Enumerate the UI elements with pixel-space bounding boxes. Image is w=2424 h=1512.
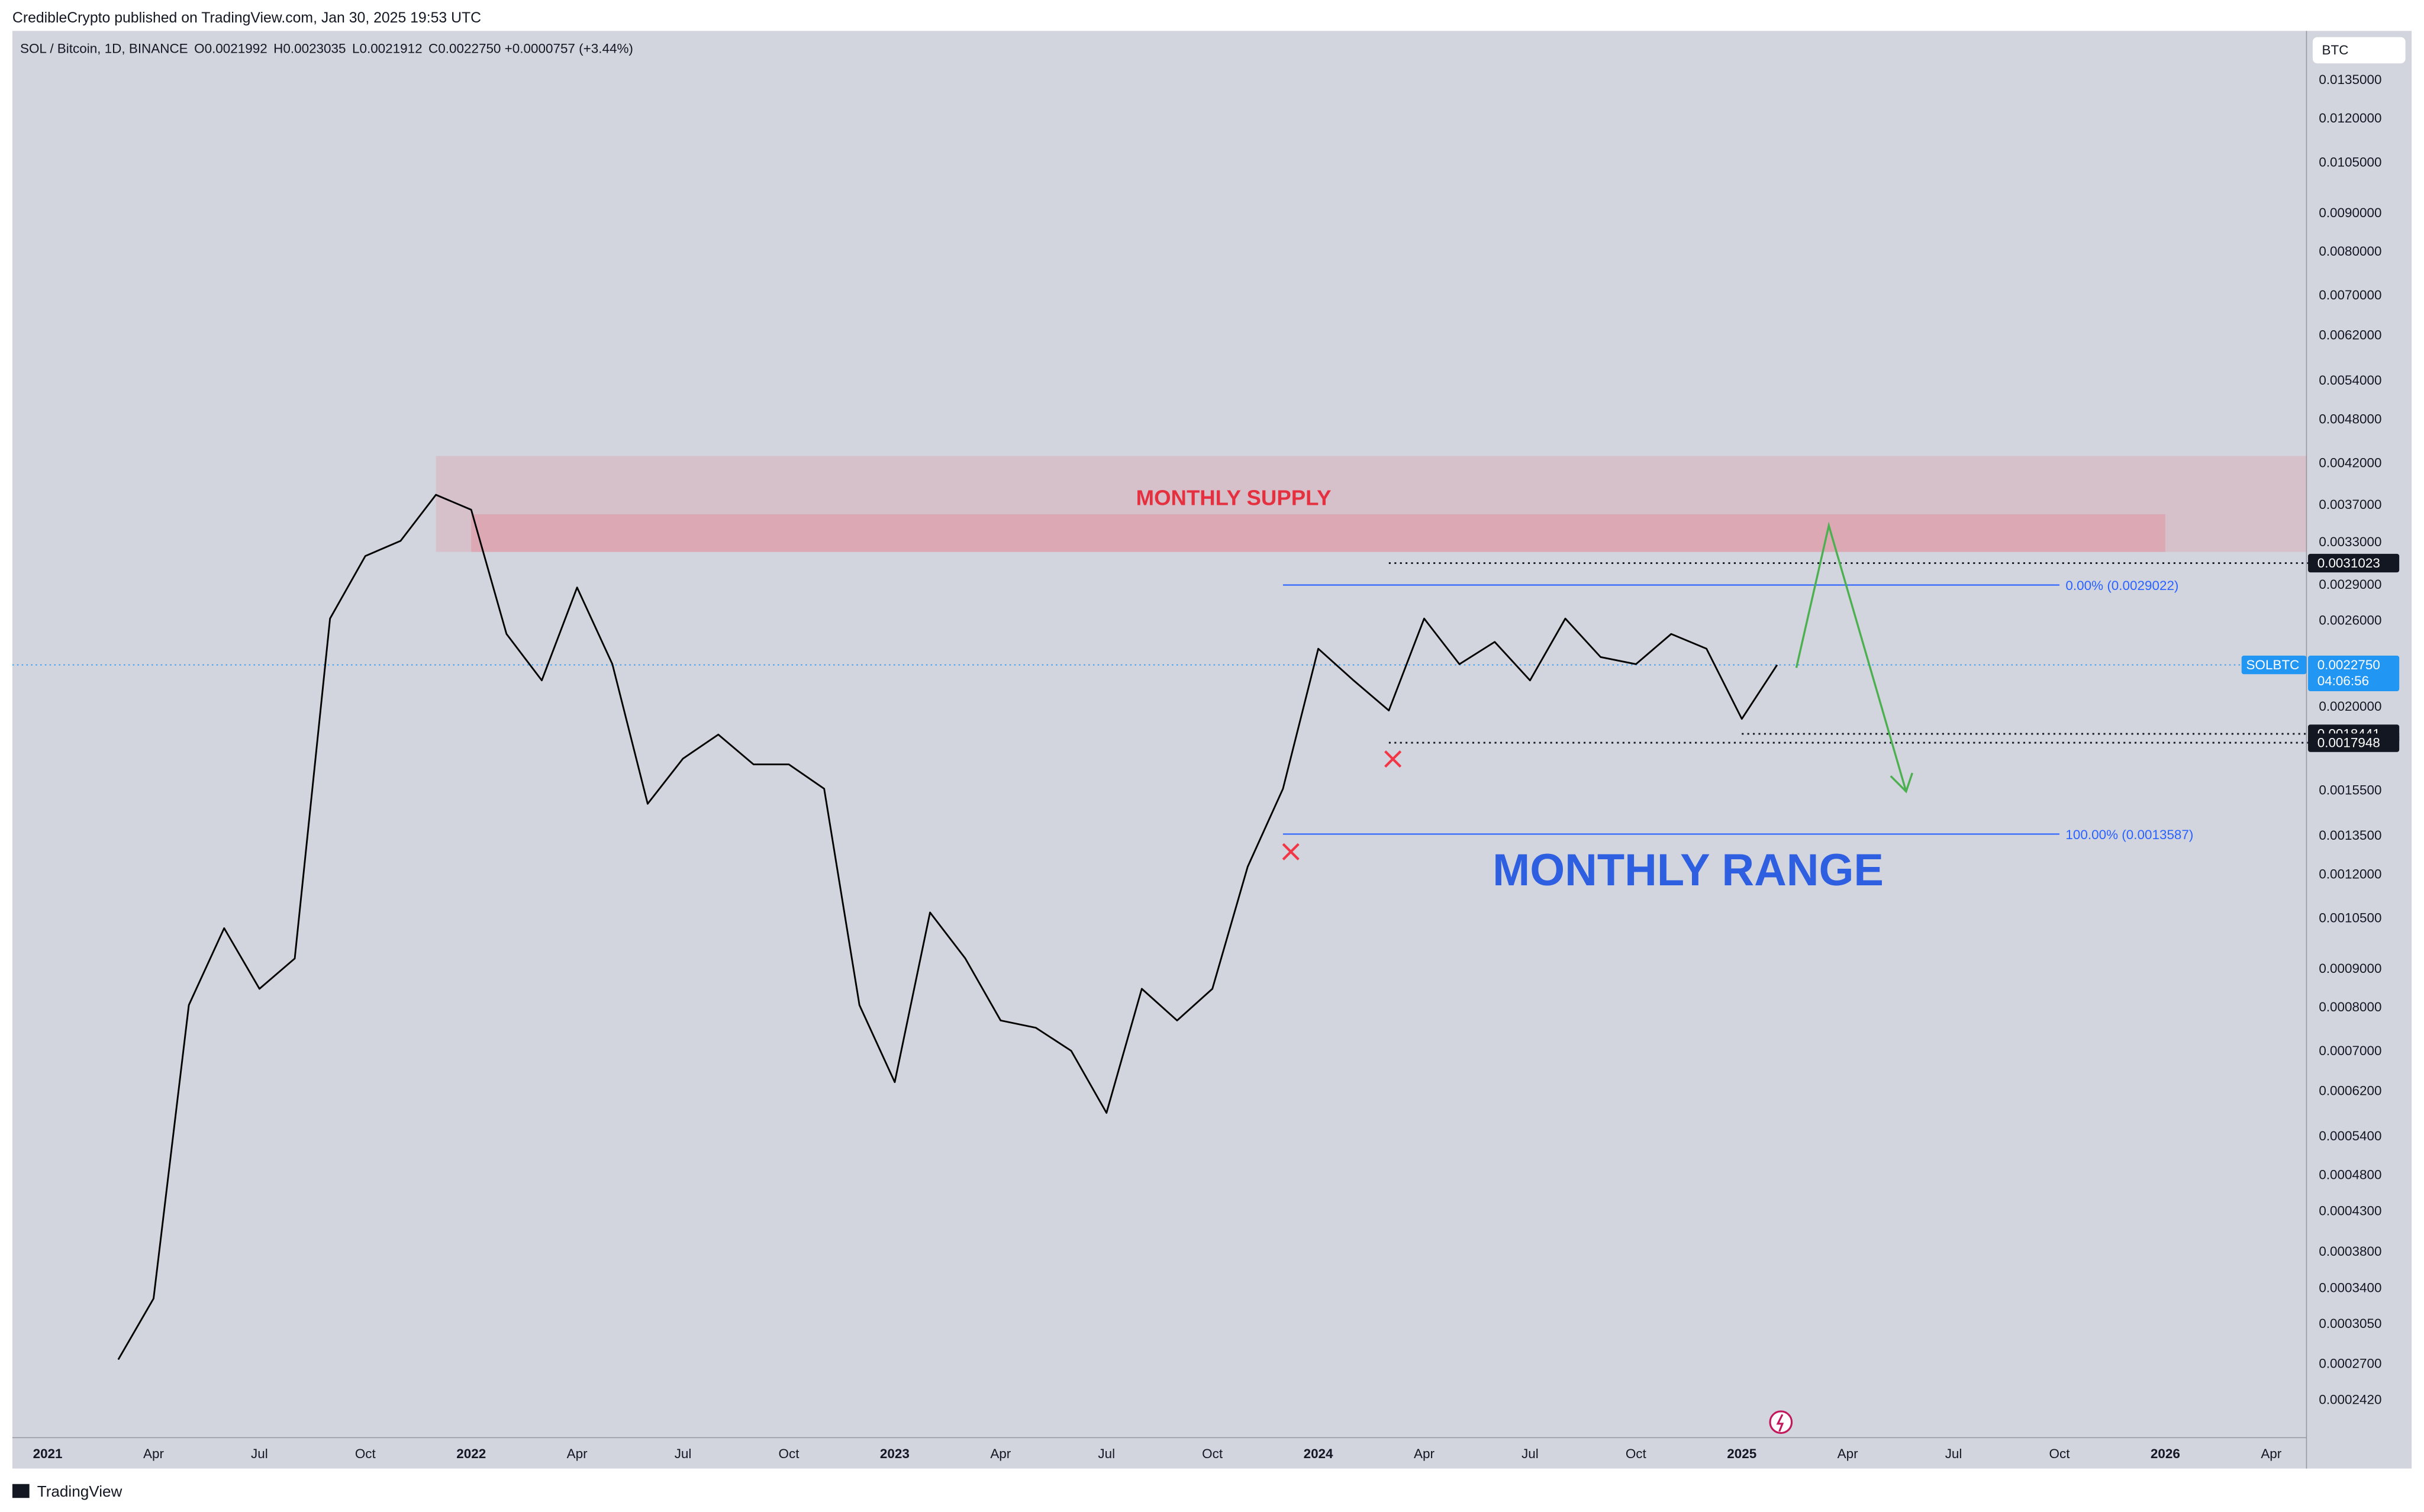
y-tick-label: 0.0033000	[2319, 534, 2381, 549]
series-name-box	[2241, 655, 2307, 675]
change: +0.0000757	[505, 41, 575, 56]
x-tick-label: Apr	[1838, 1446, 1858, 1461]
y-tick-label: 0.0120000	[2319, 111, 2381, 125]
x-tick-label: Apr	[990, 1446, 1011, 1461]
plot-background	[12, 31, 2412, 1469]
fib-label: 0.00% (0.0029022)	[2065, 578, 2178, 593]
projection-path	[1795, 521, 1907, 792]
y-tick-label: 0.0054000	[2319, 373, 2381, 388]
y-tick-label: 0.0135000	[2319, 72, 2381, 87]
ohlc-name: L	[352, 41, 360, 56]
projection-arrow	[1795, 521, 1913, 794]
ohlc-value: 0.0023035	[283, 41, 346, 56]
symbol: SOL / Bitcoin, 1D, BINANCE	[20, 41, 188, 56]
y-tick-label: 0.0002700	[2319, 1356, 2381, 1371]
x-tick-label: 2023	[880, 1446, 910, 1461]
change-pct: (+3.44%)	[579, 41, 633, 56]
x-tick-label: 2025	[1727, 1446, 1756, 1461]
y-tick-label: 0.0013500	[2319, 828, 2381, 843]
event-icon[interactable]	[1769, 1410, 1793, 1434]
y-tick-label: 0.0010500	[2319, 910, 2381, 925]
ohlc-name: H	[273, 41, 283, 56]
brand: TradingView	[37, 1482, 123, 1500]
y-tick-label: 0.0004800	[2319, 1167, 2381, 1182]
ohlc-value: 0.0022750	[438, 41, 501, 56]
y-tick-label: 0.0002420	[2319, 1392, 2381, 1407]
y-tick-label: 0.0090000	[2319, 205, 2381, 220]
y-tick-label: 0.0008000	[2319, 1000, 2381, 1014]
y-tick-label: 0.0042000	[2319, 455, 2381, 470]
brand-logo	[12, 1484, 30, 1498]
x-tick-label: Jul	[251, 1446, 268, 1461]
ohlc-value: 0.0021912	[359, 41, 422, 56]
last-price-box	[2308, 655, 2400, 691]
y-tick-label: 0.0062000	[2319, 327, 2381, 342]
x-tick-label: Apr	[143, 1446, 164, 1461]
x-tick-label: 2022	[456, 1446, 486, 1461]
x-tick-label: Oct	[779, 1446, 800, 1461]
publisher-line: CredibleCrypto published on TradingView.…	[12, 10, 481, 26]
x-tick-label: Jul	[1098, 1446, 1115, 1461]
cross	[1282, 843, 1300, 860]
supply-zone	[471, 514, 2165, 552]
x-tick-label: Jul	[675, 1446, 692, 1461]
level-label-box	[2308, 553, 2400, 573]
last-price-label: 0.0022750	[2317, 657, 2380, 672]
currency-box[interactable]	[2312, 37, 2406, 64]
y-tick-label: 0.0070000	[2319, 288, 2381, 302]
x-tick-label: Apr	[2261, 1446, 2281, 1461]
event-icon-bolt	[1776, 1414, 1784, 1432]
y-tick-label: 0.0006200	[2319, 1083, 2381, 1098]
symbol-line: SOL / Bitcoin, 1D, BINANCE O0.0021992 H0.0…	[20, 41, 633, 56]
x-tick-label: Oct	[355, 1446, 376, 1461]
ohlc-name: O	[194, 41, 204, 56]
countdown: 04:06:56	[2317, 673, 2369, 688]
y-tick-label: 0.0015500	[2319, 782, 2381, 797]
x-tick-label: 2021	[33, 1446, 63, 1461]
ohlc-name: C	[428, 41, 438, 56]
y-tick-label: 0.0012000	[2319, 866, 2381, 881]
supply-zone	[436, 456, 2307, 552]
supply-label: MONTHLY SUPPLY	[1136, 485, 1332, 510]
level-label-box	[2308, 733, 2400, 752]
level-label: 0.0017948	[2317, 735, 2380, 750]
x-tick-label: Apr	[1414, 1446, 1435, 1461]
price-line	[117, 494, 1778, 1361]
currency[interactable]: BTC	[2322, 43, 2349, 57]
y-tick-label: 0.0004300	[2319, 1203, 2381, 1218]
x-tick-label: 2026	[2151, 1446, 2180, 1461]
cross	[1384, 750, 1402, 768]
x-tick-label: Jul	[1522, 1446, 1539, 1461]
level-label: 0.0031023	[2317, 556, 2380, 570]
x-tick-label: Oct	[2049, 1446, 2071, 1461]
arrow-head	[1890, 772, 1913, 794]
y-tick-label: 0.0020000	[2319, 699, 2381, 714]
series-name: SOLBTC	[2246, 657, 2300, 672]
y-tick-label: 0.0026000	[2319, 612, 2381, 627]
x-tick-label: Jul	[1945, 1446, 1962, 1461]
x-tick-label: Oct	[1626, 1446, 1647, 1461]
y-tick-label: 0.0003800	[2319, 1244, 2381, 1259]
ohlc: O0.0021992 H0.0023035 L0.0021912 C0.0022750	[194, 41, 501, 56]
cross-marks	[1282, 750, 1402, 860]
y-tick-label: 0.0037000	[2319, 497, 2381, 512]
y-tick-label: 0.0003400	[2319, 1281, 2381, 1295]
range-label: MONTHLY RANGE	[1493, 845, 1884, 895]
plot-layer: 0.0135000 0.0120000 0.0105000 0.0090000 0.00…	[12, 72, 2400, 1461]
y-tick-label: 0.0105000	[2319, 154, 2381, 169]
fib-label: 100.00% (0.0013587)	[2065, 827, 2193, 842]
y-tick-label: 0.0005400	[2319, 1129, 2381, 1143]
ohlc-value: 0.0021992	[205, 41, 267, 56]
x-tick-label: Apr	[567, 1446, 588, 1461]
x-tick-label: 2024	[1304, 1446, 1333, 1461]
y-tick-label: 0.0009000	[2319, 961, 2381, 976]
x-tick-label: Oct	[1202, 1446, 1223, 1461]
y-tick-label: 0.0003050	[2319, 1316, 2381, 1331]
y-tick-label: 0.0048000	[2319, 411, 2381, 426]
y-tick-label: 0.0029000	[2319, 577, 2381, 592]
y-tick-label: 0.0080000	[2319, 244, 2381, 259]
y-tick-label: 0.0007000	[2319, 1043, 2381, 1058]
